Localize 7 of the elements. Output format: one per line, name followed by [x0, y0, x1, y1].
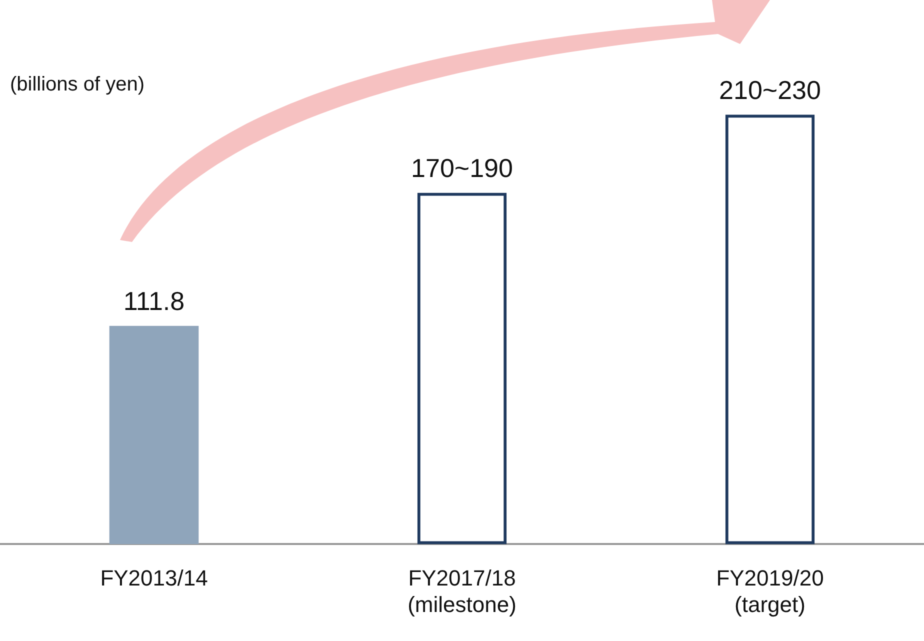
x-tick-label: FY2019/20 (target): [716, 565, 824, 617]
data-label: 111.8: [123, 286, 185, 316]
y-axis-title: (billions of yen): [10, 74, 145, 96]
x-tick-label: FY2013/14: [100, 565, 208, 590]
annotation: 210~230: [719, 74, 821, 105]
x-tick-label: FY2017/18 (milestone): [408, 565, 516, 617]
annotation: 170~190: [411, 152, 513, 183]
